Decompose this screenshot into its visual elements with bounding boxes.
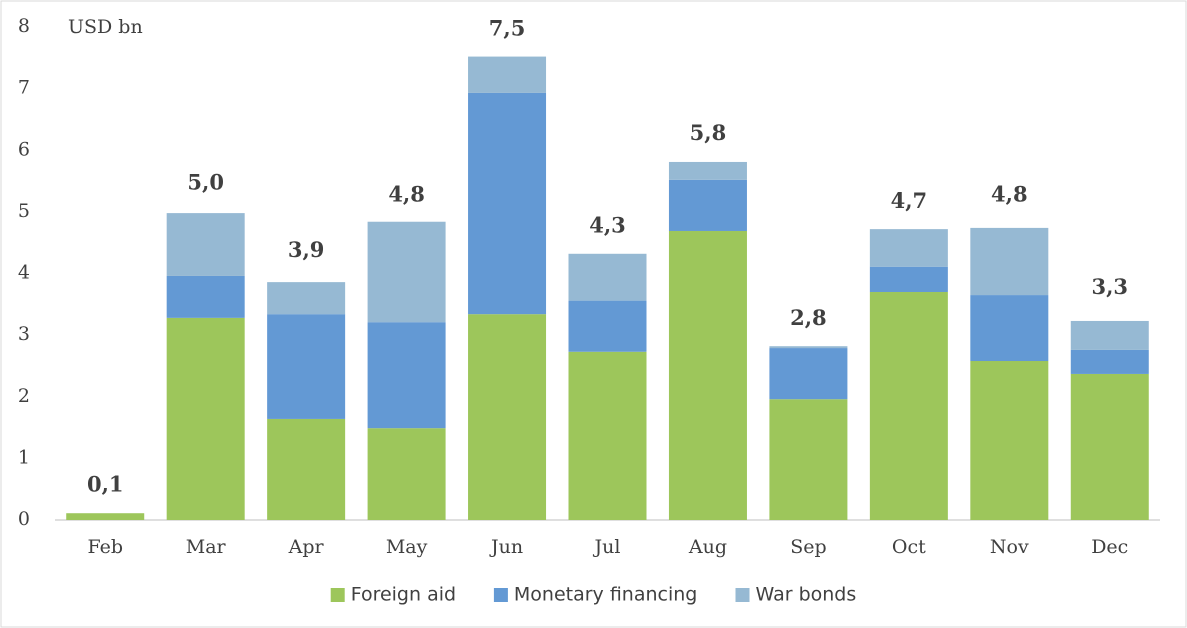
bar-segment — [568, 253, 647, 301]
legend-swatch — [493, 588, 508, 602]
axis-unit: USD bn — [68, 16, 143, 38]
x-tick-label: Sep — [790, 536, 826, 558]
x-tick-label: Mar — [186, 536, 227, 558]
y-tick-label: 0 — [18, 508, 30, 530]
bar-segment — [267, 282, 346, 315]
bar-segment — [970, 361, 1049, 520]
bar-segment — [568, 351, 647, 520]
bar-segment — [668, 179, 747, 231]
bar-segment — [66, 513, 145, 520]
y-tick-label: 1 — [18, 446, 30, 468]
legend-label: War bonds — [756, 584, 857, 606]
total-label: 3,9 — [288, 237, 325, 262]
x-tick-label: Jul — [593, 536, 621, 558]
x-tick-label: Feb — [87, 536, 123, 558]
bar-segment — [468, 314, 547, 520]
bar-segment — [970, 227, 1049, 296]
bar-segment — [166, 317, 245, 520]
bar-segment — [166, 275, 245, 318]
bar-segment — [1070, 373, 1149, 520]
total-label: 5,8 — [690, 120, 727, 145]
bar-segment — [267, 418, 346, 520]
legend-swatch — [735, 588, 750, 602]
total-label: 4,8 — [388, 182, 425, 207]
x-tick-label: Nov — [990, 536, 1029, 558]
y-tick-label: 6 — [18, 138, 30, 160]
bar-segment — [468, 56, 547, 93]
x-tick-label: Jun — [489, 536, 523, 558]
bar-segment — [568, 300, 647, 352]
bar-segment — [970, 295, 1049, 362]
total-label: 4,8 — [991, 182, 1028, 207]
y-tick-label: 7 — [18, 77, 30, 99]
x-tick-label: Aug — [688, 536, 727, 558]
bar-segment — [869, 229, 948, 267]
bar-segment — [367, 322, 446, 429]
bar-segment — [1070, 349, 1149, 374]
y-tick-label: 2 — [18, 385, 30, 407]
y-tick-label: 4 — [18, 262, 30, 284]
legend-label: Foreign aid — [351, 584, 456, 606]
legend-label: Monetary financing — [514, 584, 697, 606]
x-tick-label: Oct — [892, 536, 926, 558]
bar-segment — [869, 291, 948, 520]
bar-segment — [769, 399, 848, 520]
bar-segment — [769, 348, 848, 400]
total-label: 4,7 — [891, 188, 928, 213]
x-tick-label: Dec — [1091, 536, 1128, 558]
total-label: 0,1 — [87, 471, 124, 496]
y-tick-label: 5 — [18, 200, 30, 222]
total-label: 4,3 — [589, 213, 626, 238]
bar-segment — [367, 221, 446, 323]
bar-segment — [869, 266, 948, 292]
total-label: 5,0 — [187, 169, 224, 194]
y-tick-label: 8 — [18, 15, 30, 37]
bar-segment — [668, 161, 747, 180]
bar-segment — [668, 230, 747, 520]
legend-swatch — [330, 588, 345, 602]
total-label: 7,5 — [489, 15, 526, 40]
x-tick-label: Apr — [288, 536, 325, 558]
x-tick-label: May — [386, 536, 428, 558]
total-label: 2,8 — [790, 305, 827, 330]
bar-segment — [367, 428, 446, 520]
bar-segment — [166, 213, 245, 276]
bar-segment — [267, 314, 346, 419]
y-tick-label: 3 — [18, 323, 30, 345]
bar-segment — [1070, 320, 1149, 350]
bar-segment — [769, 346, 848, 349]
bar-segment — [468, 92, 547, 315]
total-label: 3,3 — [1091, 274, 1128, 299]
